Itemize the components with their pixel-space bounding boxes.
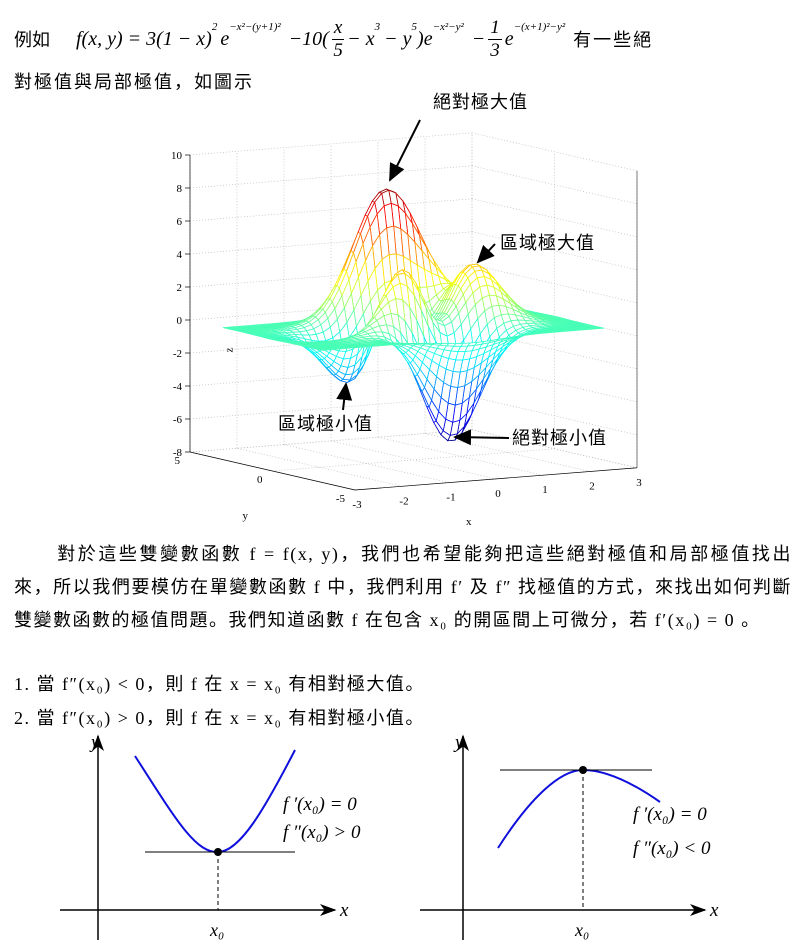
grid-line [189, 132, 473, 156]
condition-label: f ″(x₀) < 0 [633, 838, 711, 859]
formula-part: − [471, 27, 486, 50]
x-tick-label: 0 [495, 488, 501, 500]
intro-line: 對極值與局部極值，如圖示 [14, 72, 254, 92]
grid-line [471, 165, 638, 205]
formula-part: −10( [288, 27, 329, 50]
grid-line [272, 448, 555, 472]
x-tick-label: 1 [542, 484, 548, 496]
y-tick-label: -5 [336, 493, 346, 505]
z-label: z [224, 348, 236, 353]
x-tick-label: 2 [589, 481, 595, 493]
grid-line [189, 429, 473, 453]
point [579, 766, 587, 774]
diagrams: y x x₀ f ′(x₀) = 0 f ″(x₀) > 0 y x x₀ f … [60, 732, 719, 940]
formula-part: )e [417, 27, 433, 50]
formula-part: − y [384, 27, 412, 50]
z-tick-label: -6 [173, 414, 183, 426]
lead: 例如 [14, 30, 50, 50]
annotation: 區域極小值 [278, 414, 373, 434]
formula-sup: 2 [211, 21, 218, 33]
condition-label: f ″(x₀) > 0 [283, 822, 361, 843]
denominator: 3 [490, 39, 500, 61]
z-tick-label: 2 [177, 282, 183, 294]
mesh-cell [319, 348, 330, 351]
y-tick-label: 0 [257, 474, 263, 486]
x-label: x [339, 900, 349, 921]
x-tick-label: -2 [399, 495, 408, 507]
grid-line [283, 444, 450, 483]
surface [222, 188, 605, 442]
z-tick-label: -2 [173, 348, 182, 360]
formula-part: e [504, 27, 514, 50]
z-tick-label: -4 [173, 381, 183, 393]
x-label: x [466, 516, 472, 528]
x-tick-label: 3 [636, 477, 642, 489]
numerator: 1 [488, 16, 502, 40]
grid-line [189, 165, 473, 189]
axis-line [354, 467, 638, 491]
intro-tail: 有一些絕 [573, 30, 654, 50]
formula-part: e [220, 27, 230, 50]
point [214, 848, 222, 856]
diagram-max: y x x₀ f ′(x₀) = 0 f ″(x₀) < 0 [420, 732, 719, 940]
grid-line [236, 447, 403, 487]
condition-label: f ′(x₀) = 0 [283, 794, 357, 815]
formula-part: − x [347, 27, 375, 50]
numerator: x [331, 16, 345, 40]
annotation-arrow [453, 429, 510, 446]
grid-line [471, 198, 638, 238]
formula-sup: 3 [374, 21, 381, 33]
grid-line [189, 198, 473, 222]
x-tick-label: -3 [352, 499, 362, 511]
curve [134, 749, 296, 854]
intro: 例如 f(x, y) = 3(1 − x) 2 e −x²−(y+1)² −10… [14, 10, 794, 94]
z-tick-label: 10 [171, 150, 183, 162]
surface-plot: 10 8 6 4 2 0 -2 -4 -6 -8 -3 -2 -1 0 1 2 3 5 0 -5 z x y 絕對極大值區域極… [171, 92, 642, 528]
condition: 2. 當 f″(x₀) > 0，則 f 在 x = x₀ 有相對極小值。 [14, 708, 425, 728]
grid-line [471, 264, 638, 304]
z-tick-label: 4 [177, 249, 183, 261]
condition-label: f ′(x₀) = 0 [633, 804, 707, 825]
diagram-min: y x x₀ f ′(x₀) = 0 f ″(x₀) > 0 [60, 732, 361, 940]
y-label: y [453, 732, 464, 753]
formula-sup: −(x+1)²−y² [513, 21, 566, 33]
formula-part: f(x, y) = 3(1 − x) [76, 27, 212, 50]
paragraph: 對於這些雙變數函數 f = f(x, y)，我們也希望能夠把這些絕對極值和局部極… [14, 544, 792, 630]
grid-line [471, 231, 638, 271]
y-tick-label: 5 [175, 455, 181, 467]
annotation-arrow [389, 119, 421, 182]
annotation: 絕對極大值 [433, 92, 528, 112]
annotation-arrow [476, 243, 496, 264]
formula-sup: 5 [411, 21, 418, 33]
grid-line [377, 436, 544, 476]
z-tick-label: -8 [173, 447, 183, 459]
y-label: y [243, 510, 249, 522]
x0-label: x₀ [209, 920, 224, 940]
denominator: 5 [333, 39, 343, 61]
z-tick-label: 8 [177, 183, 183, 195]
formula-sup: −x²−(y+1)² [229, 21, 281, 33]
axis-line [189, 451, 356, 491]
intro-line: 例如 f(x, y) = 3(1 − x) 2 e −x²−(y+1)² −10… [14, 10, 794, 68]
z-tick-label: 0 [177, 315, 183, 327]
grid-line [471, 132, 638, 172]
y-label: y [89, 732, 100, 753]
x-tick-label: -1 [446, 492, 455, 504]
x0-label: x₀ [574, 920, 589, 940]
formula-sup: −x²−y² [432, 21, 464, 33]
annotation: 區域極大值 [500, 233, 595, 253]
condition: 1. 當 f″(x₀) < 0，則 f 在 x = x₀ 有相對極大值。 [14, 674, 425, 694]
annotation-arrow [336, 382, 353, 411]
z-tick-label: 6 [177, 216, 183, 228]
annotation: 絕對極小值 [512, 428, 607, 448]
x-label: x [709, 900, 719, 921]
